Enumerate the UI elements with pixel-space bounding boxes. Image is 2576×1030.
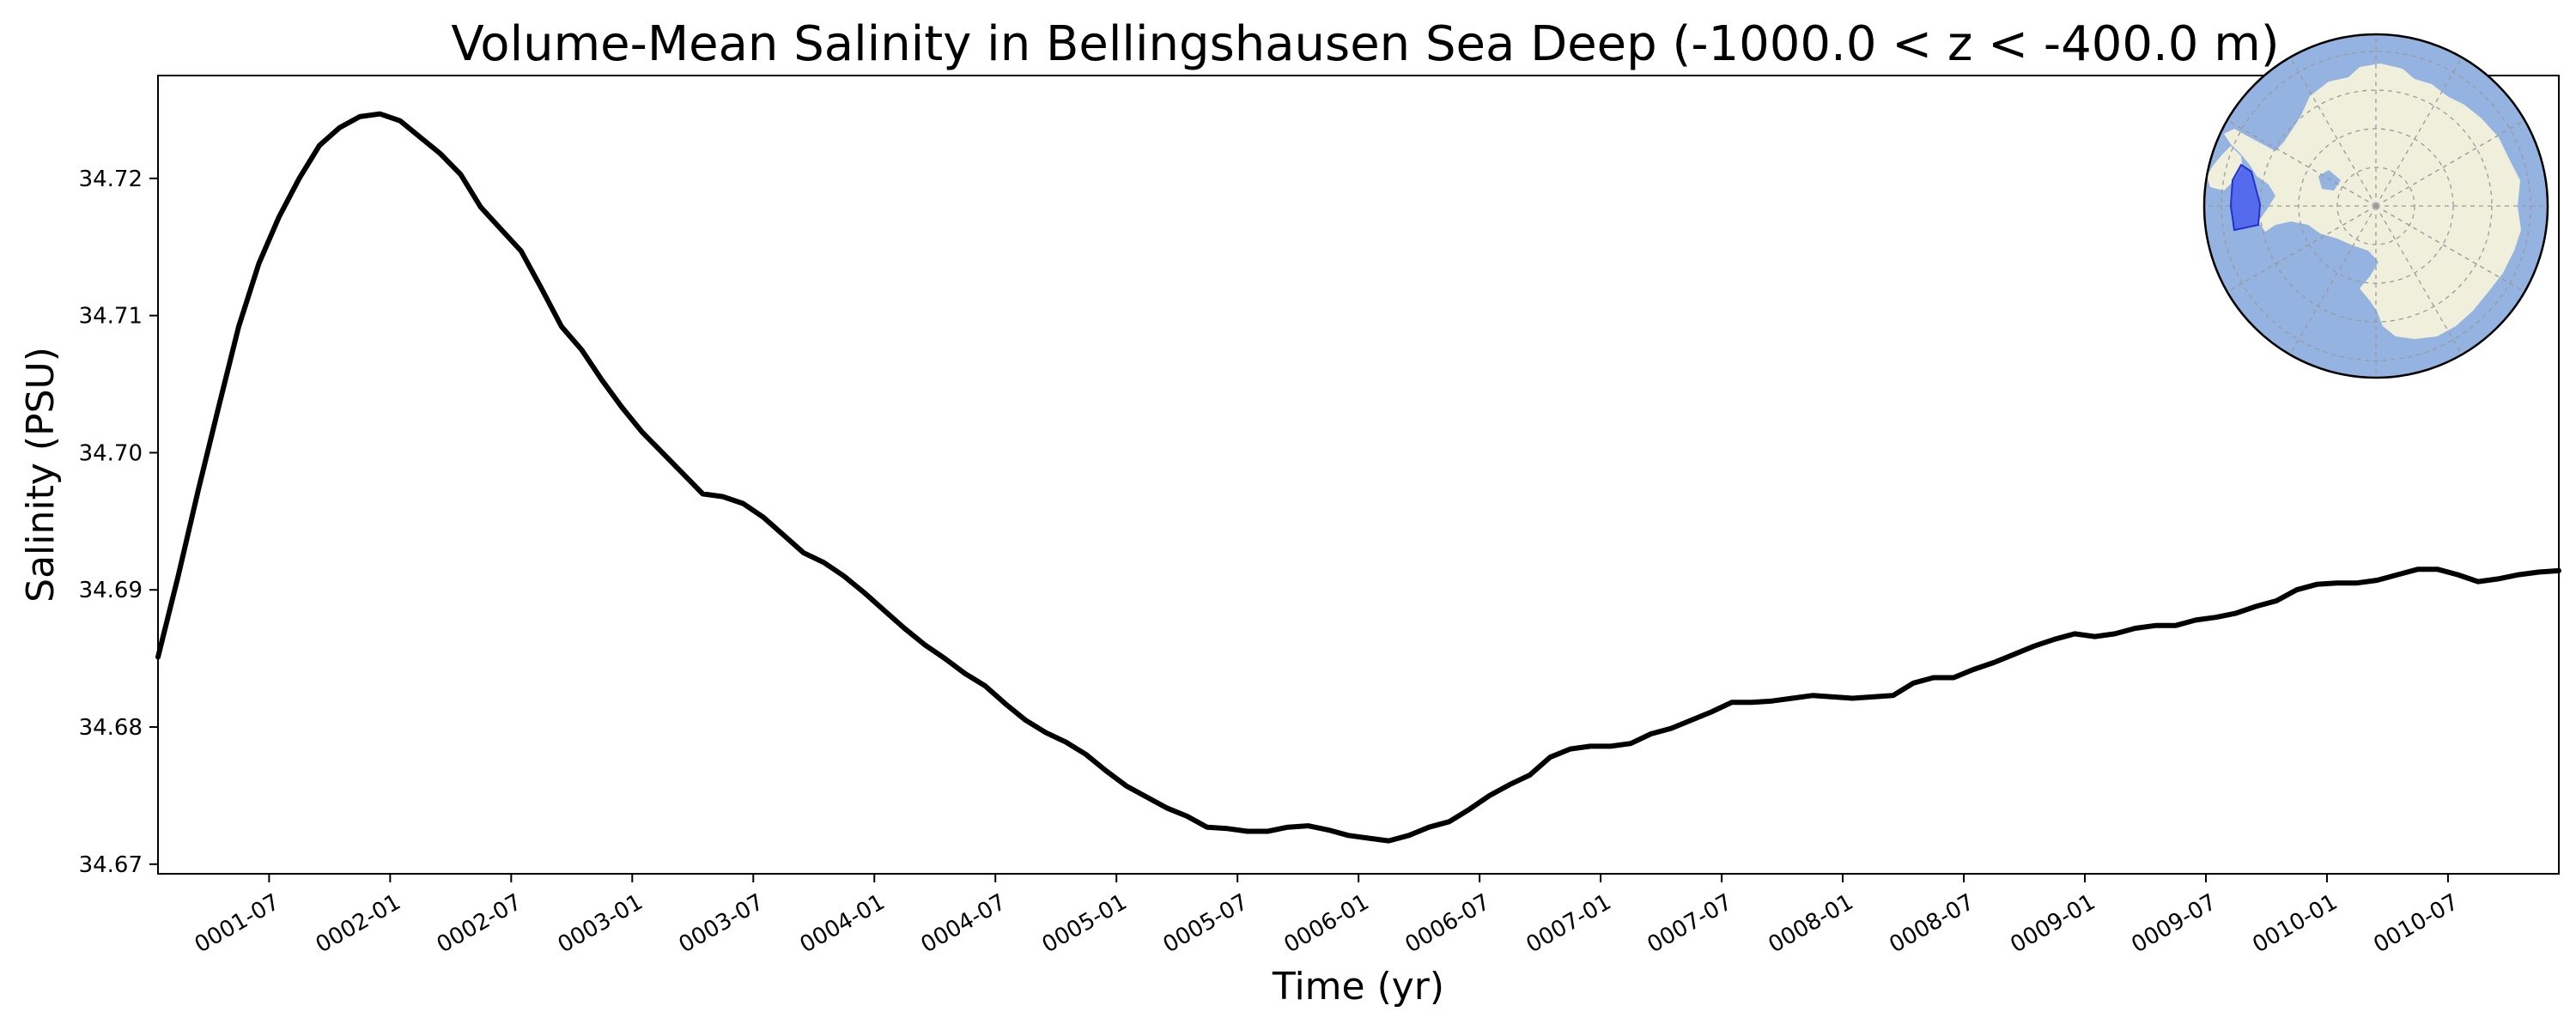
x-tick-label: 0005-07 [1159, 889, 1253, 958]
x-tick-label: 0007-07 [1643, 889, 1736, 958]
map-antarctica-land [2224, 64, 2521, 339]
map-meridian-line [2375, 205, 2525, 293]
y-axis-label: Salinity (PSU) [19, 347, 63, 603]
chart-title: Volume-Mean Salinity in Bellingshausen S… [451, 16, 2279, 72]
x-tick-label: 0003-07 [675, 889, 769, 958]
x-tick-label: 0009-07 [2127, 889, 2221, 958]
map-meridian-line [2375, 57, 2463, 207]
x-tick-label: 0009-01 [2006, 889, 2099, 958]
x-tick-label: 0006-01 [1280, 889, 1374, 958]
map-ice-shelf [2318, 170, 2341, 191]
y-axis-ticks: 34.67 34.68 34.69 34.70 34.71 34.72 [79, 167, 158, 878]
map-meridian-line [2227, 205, 2377, 293]
y-tick-label: 34.67 [79, 852, 143, 878]
x-axis-ticks: 0001-07 0002-01 0002-07 0003-01 0003-07 0004-… [191, 874, 2463, 958]
x-tick-label: 0008-07 [1885, 889, 1978, 958]
x-axis-label: Time (yr) [1272, 965, 1444, 1009]
y-tick-label: 34.72 [79, 167, 143, 192]
map-meridian-line [2289, 57, 2377, 207]
x-tick-label: 0003-01 [554, 889, 647, 958]
x-tick-label: 0001-07 [191, 889, 284, 958]
x-tick-label: 0004-07 [917, 889, 1011, 958]
y-tick-label: 34.69 [79, 578, 143, 603]
x-tick-label: 0007-01 [1522, 889, 1616, 958]
map-bellingshausen-region [2229, 163, 2262, 232]
x-tick-label: 0004-01 [796, 889, 890, 958]
y-tick-label: 34.70 [79, 440, 143, 466]
y-tick-label: 34.68 [79, 715, 143, 741]
map-meridian-line [2289, 205, 2377, 355]
y-tick-label: 34.71 [79, 304, 143, 330]
x-tick-label: 0006-07 [1401, 889, 1495, 958]
map-border [2202, 33, 2549, 379]
x-tick-label: 0002-07 [433, 889, 526, 958]
plot-area [155, 75, 2561, 875]
antarctica-inset-map [2202, 33, 2549, 379]
x-tick-label: 0002-01 [312, 889, 405, 958]
plot-frame [157, 75, 2560, 875]
map-meridian-line [2375, 119, 2525, 207]
map-meridian-line [2227, 119, 2377, 207]
x-tick-label: 0008-01 [1764, 889, 1857, 958]
x-tick-label: 0010-07 [2369, 889, 2463, 958]
salinity-series-line [155, 111, 2561, 844]
map-meridian-line [2375, 205, 2463, 355]
x-tick-label: 0010-01 [2248, 889, 2342, 958]
x-tick-label: 0005-01 [1038, 889, 1132, 958]
